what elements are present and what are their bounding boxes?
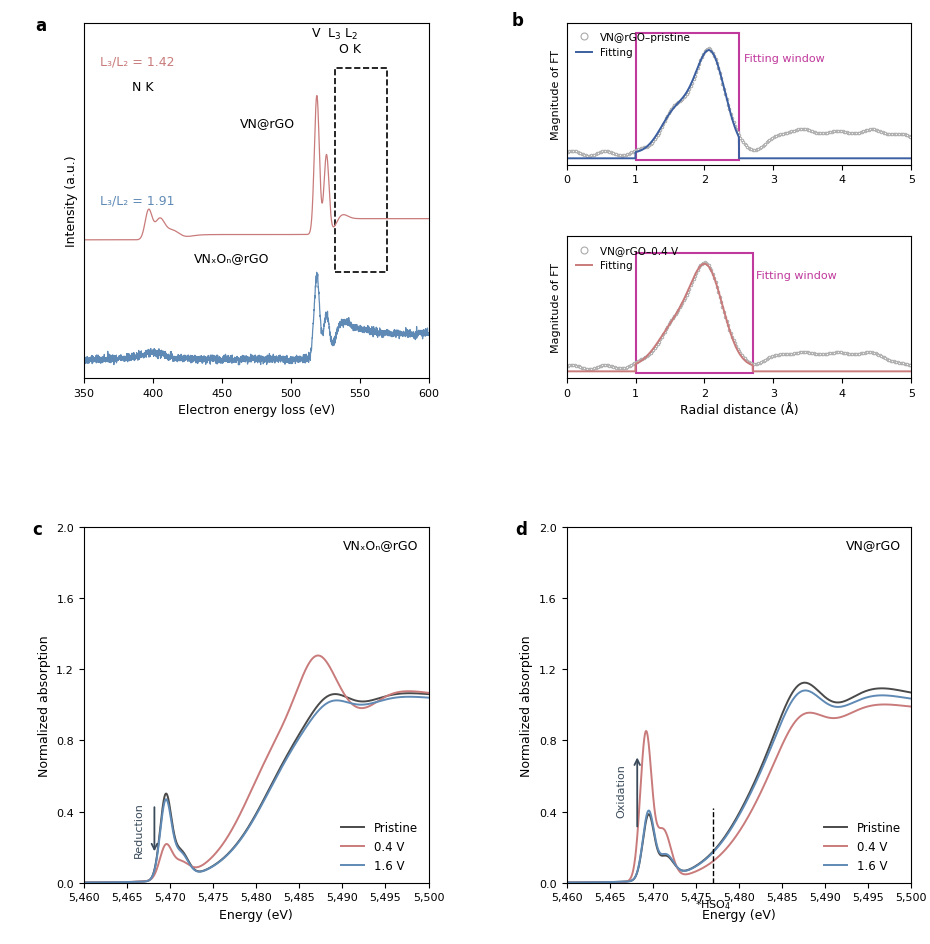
- Bar: [635, 34, 739, 160]
- Bar: [335, 69, 387, 273]
- Text: Oxidation: Oxidation: [617, 764, 627, 818]
- X-axis label: Energy (eV): Energy (eV): [702, 908, 776, 921]
- Text: V  L$_3$ L$_2$: V L$_3$ L$_2$: [312, 27, 358, 42]
- X-axis label: Radial distance (Å): Radial distance (Å): [680, 404, 798, 417]
- Text: L₃/L₂ = 1.91: L₃/L₂ = 1.91: [100, 194, 175, 207]
- Text: d: d: [515, 520, 526, 538]
- Text: b: b: [512, 12, 524, 30]
- Y-axis label: Normalized absorption: Normalized absorption: [38, 634, 50, 776]
- Text: *HSO$_4$: *HSO$_4$: [695, 897, 731, 911]
- Legend: VN@rGO–0.4 V, Fitting: VN@rGO–0.4 V, Fitting: [572, 242, 682, 276]
- Text: c: c: [32, 520, 42, 538]
- Legend: VN@rGO–pristine, Fitting: VN@rGO–pristine, Fitting: [572, 29, 695, 62]
- X-axis label: Electron energy loss (eV): Electron energy loss (eV): [178, 404, 335, 417]
- Text: Fitting window: Fitting window: [744, 55, 825, 64]
- Text: O K: O K: [339, 42, 361, 56]
- Text: Reduction: Reduction: [134, 801, 144, 857]
- Legend: Pristine, 0.4 V, 1.6 V: Pristine, 0.4 V, 1.6 V: [819, 817, 906, 877]
- Text: L₃/L₂ = 1.42: L₃/L₂ = 1.42: [100, 56, 175, 69]
- Text: VNₓOₙ@rGO: VNₓOₙ@rGO: [343, 538, 418, 551]
- Y-axis label: Magnitude of FT: Magnitude of FT: [551, 262, 561, 352]
- Y-axis label: Normalized absorption: Normalized absorption: [521, 634, 534, 776]
- Bar: [635, 254, 752, 373]
- Text: a: a: [35, 16, 46, 35]
- Legend: Pristine, 0.4 V, 1.6 V: Pristine, 0.4 V, 1.6 V: [336, 817, 422, 877]
- Text: Fitting window: Fitting window: [756, 271, 837, 281]
- X-axis label: Energy (eV): Energy (eV): [219, 908, 293, 921]
- Text: VN@rGO: VN@rGO: [240, 117, 295, 130]
- Text: VNₓOₙ@rGO: VNₓOₙ@rGO: [194, 252, 270, 265]
- Y-axis label: Intensity (a.u.): Intensity (a.u.): [65, 156, 78, 246]
- Y-axis label: Magnitude of FT: Magnitude of FT: [551, 50, 561, 140]
- Text: N K: N K: [132, 81, 153, 94]
- Text: VN@rGO: VN@rGO: [846, 538, 901, 551]
